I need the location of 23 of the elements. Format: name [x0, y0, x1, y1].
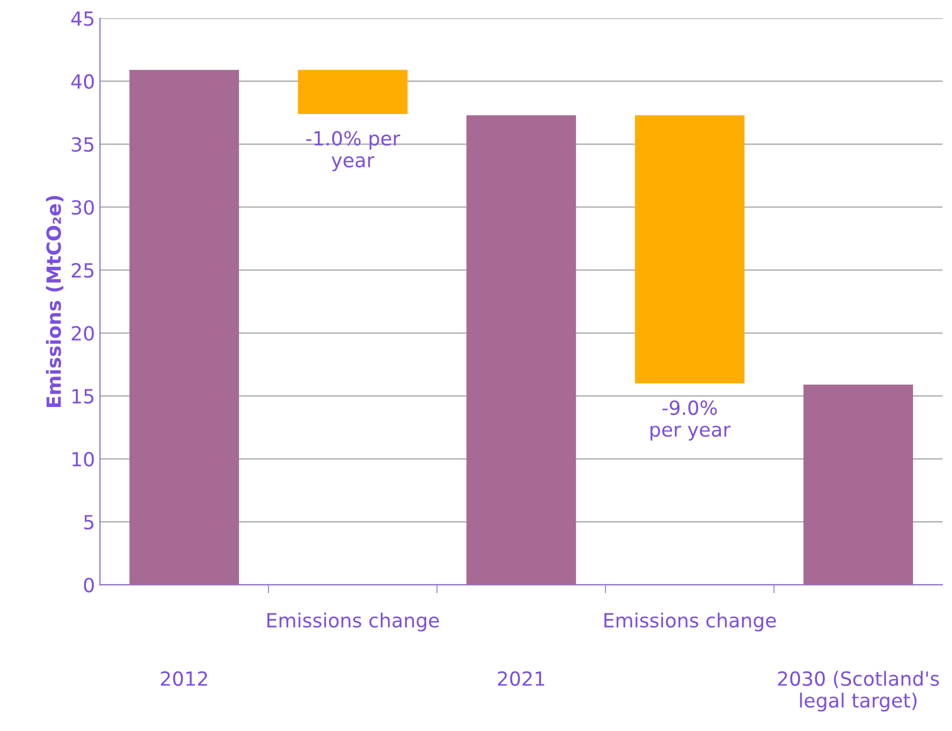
annotation: -1.0% per year [306, 130, 400, 172]
y-tick-label: 20 [72, 326, 94, 341]
bar [298, 70, 408, 114]
x-tick-label: 2021 [498, 671, 544, 686]
bar [803, 384, 913, 585]
bar [129, 70, 239, 585]
y-tick-label: 15 [72, 389, 94, 404]
x-tick-label: 2030 (Scotland's legal target) [778, 670, 939, 712]
x-tick-label: Emissions change [267, 612, 439, 632]
bar [634, 115, 744, 384]
annotation: -9.0% per year [650, 400, 731, 441]
y-tick-label: 0 [84, 578, 94, 592]
y-tick-label: 35 [72, 137, 94, 152]
y-tick-label: 5 [84, 515, 94, 530]
y-tick-label: 45 [71, 11, 94, 26]
x-tick-label: 2012 [160, 671, 208, 686]
y-tick-label: 10 [72, 452, 94, 467]
bar [466, 115, 576, 585]
y-tick-label: 30 [72, 200, 94, 215]
y-tick-label: 40 [71, 74, 94, 89]
y-tick-label: 25 [72, 263, 94, 278]
x-tick-label: Emissions change [604, 612, 776, 632]
y-axis-title: Emissions (MtCO₂e) [46, 196, 64, 407]
